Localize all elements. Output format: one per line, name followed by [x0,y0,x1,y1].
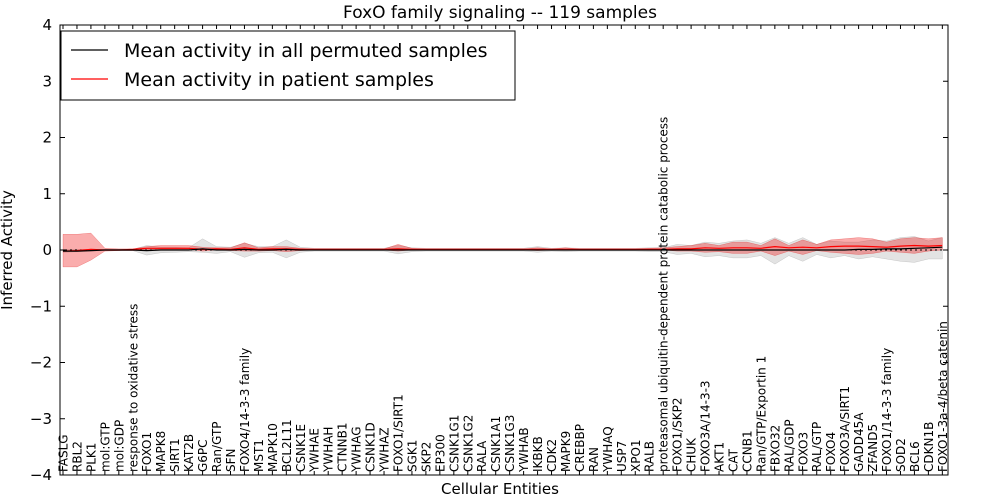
x-tick-label: PLK1 [84,443,98,472]
x-tick-label: CDKN1B [922,422,936,472]
x-tick-label: FOXO4/14-3-3 family [238,348,252,472]
x-tick-label: FOXO4 [824,432,838,472]
x-tick-label: CTNNB1 [336,422,350,472]
x-tick-label: CSNK1G1 [447,415,461,472]
y-tick-label: −2 [30,354,52,372]
y-tick-label: 0 [42,241,52,259]
x-tick-label: USP7 [615,441,629,472]
x-tick-label: CSNK1E [294,424,308,472]
x-tick-label: YWHAQ [601,426,615,473]
y-axis-ticks: −4 −3 −2 −1 0 1 2 3 4 [30,16,948,484]
y-tick-label: 1 [42,185,52,203]
x-tick-label: CDK2 [545,439,559,472]
y-tick-label: −3 [30,410,52,428]
chart-title: FoxO family signaling -- 119 samples [343,3,657,23]
x-tick-label: MAPK10 [266,423,280,472]
x-tick-label: CAT [727,448,741,472]
x-axis-label: Cellular Entities [441,480,559,498]
x-tick-label: RALA [475,440,489,472]
x-tick-label: FBXO32 [768,425,782,472]
x-tick-label: CCNB1 [740,430,754,472]
x-tick-label: YWHAE [308,428,322,473]
x-tick-label: FOXO1/14-3-3 family [880,348,894,472]
x-tick-label: XPO1 [629,439,643,472]
x-tick-label: mol:GTP [98,422,112,472]
x-tick-label: ZFAND5 [866,424,880,472]
x-tick-label: SGK1 [405,440,419,472]
y-tick-label: 3 [42,72,52,90]
x-tick-label: EP300 [433,434,447,472]
y-tick-label: 4 [42,16,52,34]
y-tick-label: 2 [42,129,52,147]
x-tick-label: YWHAB [517,427,531,473]
x-tick-label: AKT1 [713,442,727,472]
x-tick-label: CHUK [685,437,699,472]
x-tick-label: FOXO1-3a-4/beta catenin [936,321,950,472]
x-tick-label: FOXO1/SIRT1 [392,394,406,472]
legend: Mean activity in all permuted samples Me… [60,30,516,101]
x-tick-label: proteasomal ubiquitin-dependent protein … [657,117,671,472]
x-tick-label: FASLG [57,434,71,472]
x-tick-label: KAT2B [182,434,196,472]
x-tick-label: mol:GDP [112,420,126,472]
x-tick-label: GADD45A [852,412,866,472]
series-lines [60,244,948,252]
x-tick-label: FOXO3 [796,432,810,472]
x-tick-label: FOXO3A/SIRT1 [838,386,852,472]
x-tick-label: Ran/GTP/Exportin 1 [754,356,768,472]
x-tick-label: G6PC [196,439,210,472]
x-tick-label: RALB [643,441,657,472]
x-tick-label: CSNK1G2 [461,415,475,472]
x-tick-label: YWHAG [350,426,364,473]
x-tick-label: SOD2 [894,438,908,472]
x-tick-label: SKP2 [419,442,433,472]
x-tick-label: BCL2L11 [280,419,294,472]
x-tick-label: CSNK1G3 [503,415,517,472]
x-tick-label: IKBKB [531,436,545,472]
x-tick-label: RAN [587,447,601,472]
x-tick-label: SFN [224,449,238,473]
x-tick-label: MAPK8 [154,431,168,472]
y-tick-label: −1 [30,297,52,315]
x-tick-label: RAL/GTP [810,422,824,472]
x-tick-label: FOXO1 [140,432,154,472]
x-tick-label: MST1 [252,439,266,472]
x-tick-label: MAPK9 [559,431,573,472]
x-tick-label: YWHAH [322,427,336,473]
legend-box [60,30,516,101]
x-tick-label: FOXO1/SKP2 [671,397,685,472]
x-tick-label: RAL/GDP [782,419,796,472]
x-tick-label: Ran/GTP [210,421,224,472]
permuted-mean-line [63,246,943,252]
x-tick-label: YWHAZ [378,427,392,473]
x-tick-label: CSNK1A1 [489,416,503,472]
x-tick-label: response to oxidative stress [126,304,140,472]
x-tick-label: CREBBP [573,424,587,472]
legend-label-patient: Mean activity in patient samples [124,69,434,91]
x-tick-label: CSNK1D [364,422,378,472]
y-axis-label: Inferred Activity [0,190,16,310]
x-tick-labels: FASLG RBL2 PLK1 mol:GTP mol:GDP response to o… [57,117,950,473]
x-tick-label: RBL2 [71,441,85,472]
x-axis-ticks [62,25,943,475]
x-tick-label: FOXO3A/14-3-3 [699,380,713,472]
legend-label-permuted: Mean activity in all permuted samples [124,40,487,62]
y-tick-label: −4 [30,466,52,484]
x-tick-label: SIRT1 [168,438,182,472]
x-tick-label: BCL6 [908,441,922,472]
